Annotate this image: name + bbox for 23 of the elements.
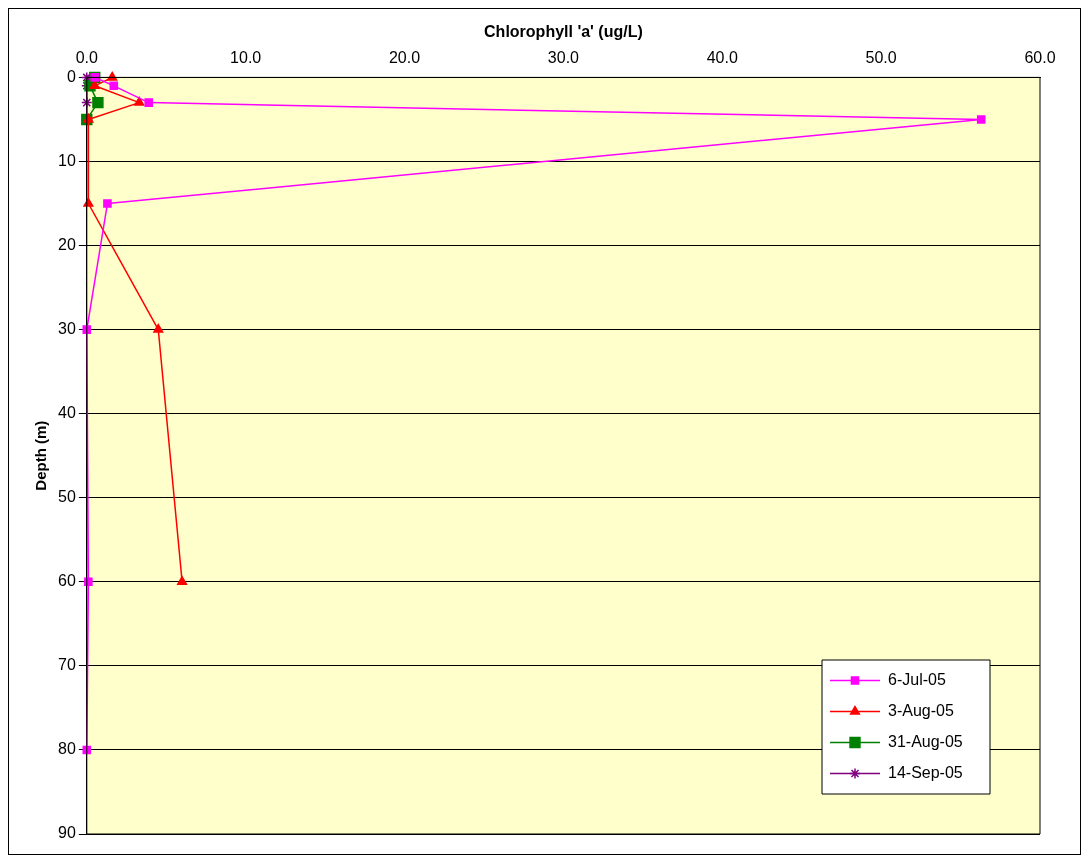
x-tick-label: 50.0 bbox=[865, 49, 897, 67]
y-tick-label: 60 bbox=[58, 572, 76, 590]
legend-label: 31-Aug-05 bbox=[888, 732, 963, 750]
y-tick-label: 10 bbox=[58, 151, 76, 169]
x-tick-label: 60.0 bbox=[1024, 49, 1056, 67]
legend-label: 14-Sep-05 bbox=[888, 763, 963, 781]
y-tick-label: 80 bbox=[58, 740, 76, 758]
y-tick-label: 90 bbox=[58, 824, 76, 842]
x-axis-title: Chlorophyll 'a' (ug/L) bbox=[484, 23, 643, 41]
legend-label: 6-Jul-05 bbox=[888, 670, 946, 688]
y-tick-label: 40 bbox=[58, 404, 76, 422]
y-axis-title: Depth (m) bbox=[32, 420, 50, 491]
y-tick-label: 20 bbox=[58, 235, 76, 253]
x-tick-label: 0.0 bbox=[75, 49, 99, 67]
x-tick-label: 30.0 bbox=[547, 49, 580, 67]
y-tick-label: 30 bbox=[58, 320, 76, 338]
y-tick-label: 50 bbox=[58, 488, 76, 506]
x-tick-label: 20.0 bbox=[388, 49, 421, 67]
x-tick-label: 40.0 bbox=[706, 49, 738, 67]
legend-label: 3-Aug-05 bbox=[888, 701, 954, 719]
x-tick-label: 10.0 bbox=[230, 49, 262, 67]
y-tick-label: 0 bbox=[66, 67, 76, 85]
y-tick-label: 70 bbox=[58, 656, 76, 674]
